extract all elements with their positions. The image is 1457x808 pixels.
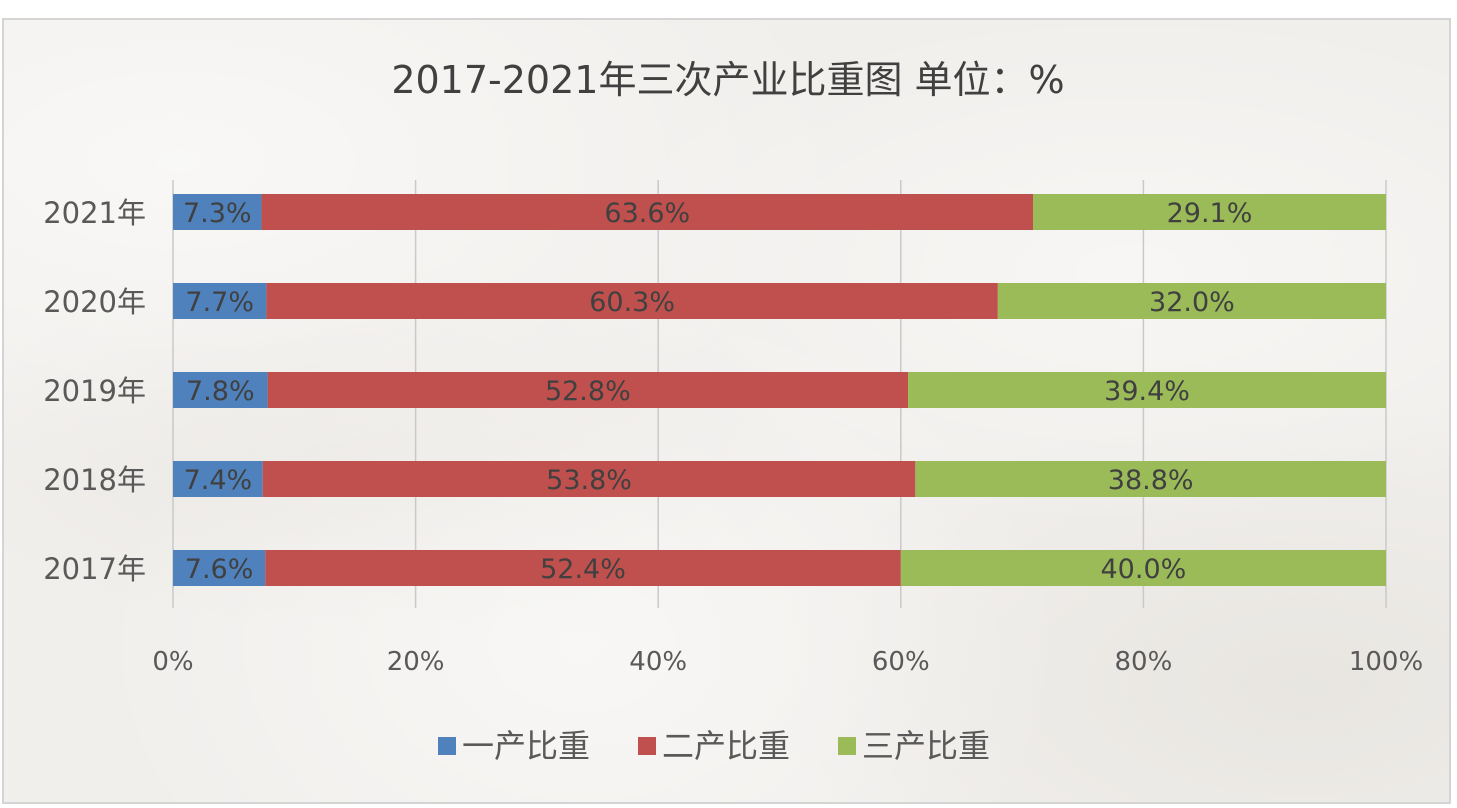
data-label: 60.3% bbox=[589, 287, 675, 318]
bar-segment bbox=[900, 550, 1386, 586]
bar-segment bbox=[173, 283, 267, 319]
chart-area bbox=[2, 18, 1451, 804]
bar-segment bbox=[997, 283, 1386, 319]
legend-label: 一产比重 bbox=[462, 727, 590, 765]
legend-label: 二产比重 bbox=[662, 727, 790, 765]
data-label: 7.8% bbox=[186, 376, 255, 407]
data-label: 40.0% bbox=[1101, 554, 1187, 585]
x-tick-label: 100% bbox=[1349, 647, 1423, 677]
x-tick-label: 60% bbox=[872, 647, 930, 677]
data-label: 52.4% bbox=[540, 554, 626, 585]
category-label: 2018年 bbox=[43, 463, 146, 497]
data-label: 52.8% bbox=[545, 376, 631, 407]
legend-label: 三产比重 bbox=[862, 727, 990, 765]
bar-segment bbox=[173, 550, 266, 586]
legend-swatch bbox=[838, 737, 856, 755]
x-tick-label: 0% bbox=[152, 647, 193, 677]
bar-segment bbox=[173, 372, 268, 408]
data-label: 63.6% bbox=[604, 198, 690, 229]
data-label: 53.8% bbox=[546, 465, 632, 496]
data-label: 7.6% bbox=[185, 554, 254, 585]
legend-swatch bbox=[438, 737, 456, 755]
category-label: 2020年 bbox=[43, 285, 146, 319]
x-tick-labels: 0% 20% 40% 60% 80% 100% bbox=[152, 647, 1423, 677]
bar-segment bbox=[173, 461, 263, 497]
bar-segment bbox=[267, 372, 909, 408]
data-label: 38.8% bbox=[1108, 465, 1194, 496]
category-label: 2019年 bbox=[43, 374, 146, 408]
data-label: 39.4% bbox=[1104, 376, 1190, 407]
bar-segment bbox=[265, 550, 901, 586]
legend: 一产比重 二产比重 三产比重 bbox=[438, 727, 990, 765]
category-label: 2021年 bbox=[43, 196, 146, 230]
x-tick-label: 80% bbox=[1115, 647, 1173, 677]
x-tick-label: 40% bbox=[629, 647, 687, 677]
bar-segment bbox=[261, 194, 1034, 230]
data-label: 7.3% bbox=[183, 198, 252, 229]
data-label: 32.0% bbox=[1149, 287, 1235, 318]
data-label: 7.4% bbox=[184, 465, 253, 496]
bar-segment bbox=[915, 461, 1386, 497]
bar-segment bbox=[173, 194, 262, 230]
chart-title: 2017-2021年三次产业比重图 单位：% bbox=[391, 58, 1064, 102]
data-label: 29.1% bbox=[1167, 198, 1253, 229]
data-label: 7.7% bbox=[185, 287, 254, 318]
bar-segment bbox=[1033, 194, 1386, 230]
category-labels: 2021年 2020年 2019年 2018年 2017年 bbox=[43, 196, 146, 586]
x-tick-label: 20% bbox=[387, 647, 445, 677]
legend-swatch bbox=[638, 737, 656, 755]
bar-segment bbox=[908, 372, 1386, 408]
bar-segment bbox=[262, 461, 916, 497]
bars-group: 7.3% 63.6% 29.1% 7.7% 60.3% 32.0% 7.8% 52.8% 39.… bbox=[173, 194, 1386, 586]
bar-segment bbox=[266, 283, 998, 319]
category-label: 2017年 bbox=[43, 552, 146, 586]
